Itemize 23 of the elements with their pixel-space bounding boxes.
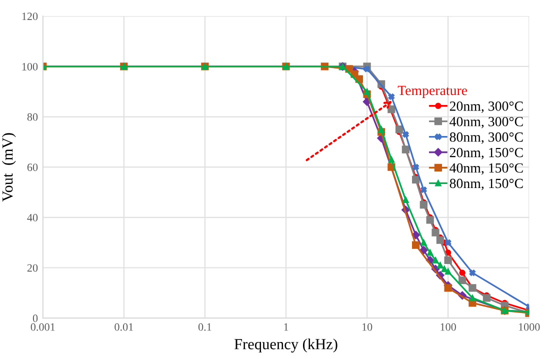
- annotation: Temperature: [398, 86, 468, 98]
- legend-label: 80nm, 300°C: [450, 132, 523, 144]
- x-tick-label: 1000: [518, 323, 540, 331]
- y-tick-label: 80: [27, 113, 38, 121]
- legend-label: 20nm, 300°C: [450, 101, 523, 113]
- y-tick-label: 40: [27, 214, 38, 222]
- legend-label: 80nm, 150°C: [450, 178, 523, 190]
- y-tick-label: 20: [27, 264, 38, 272]
- x-tick-label: 0.1: [198, 323, 212, 331]
- x-tick-label: 0.01: [114, 323, 133, 331]
- legend-label: 20nm, 150°C: [450, 148, 523, 160]
- x-tick-label: 0.001: [30, 323, 55, 331]
- x-axis-title: Frequency (kHz): [234, 338, 338, 352]
- legend-label: 40nm, 150°C: [450, 163, 523, 175]
- legend-label: 40nm, 300°C: [450, 116, 523, 128]
- y-tick-label: 60: [27, 164, 38, 172]
- x-tick-label: 10: [362, 323, 372, 331]
- y-axis-title: Vout (mV): [2, 133, 16, 202]
- x-tick-label: 100: [440, 323, 456, 331]
- y-tick-label: 100: [22, 62, 38, 70]
- y-tick-label: 0: [32, 314, 38, 322]
- x-tick-label: 1: [284, 323, 288, 331]
- y-tick-label: 120: [22, 12, 38, 20]
